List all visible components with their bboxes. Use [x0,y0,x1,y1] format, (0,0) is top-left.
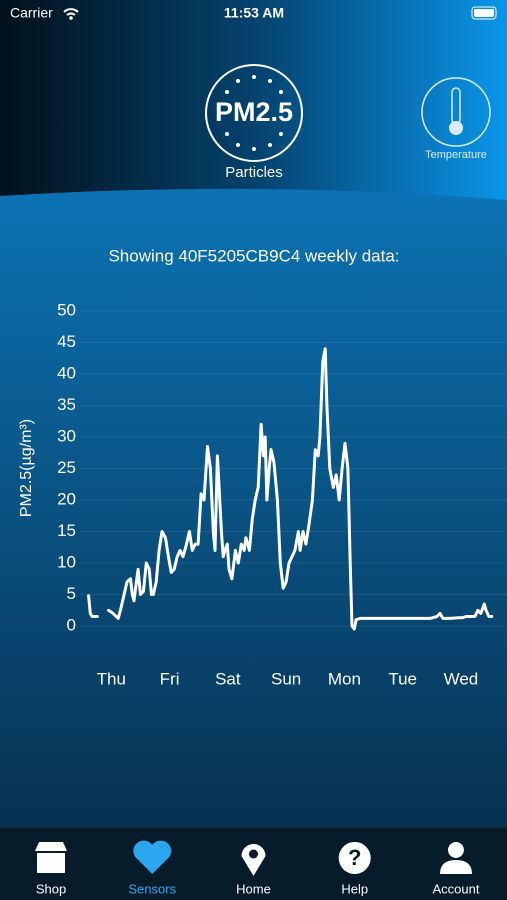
plot: 0 5 10 15 20 25 30 35 40 45 50 Thu Fri Sat Sun Mon Tue We… [57,300,507,688]
x-tick-label: Thu [97,669,126,688]
temperature-button[interactable]: Temperature [421,77,491,161]
wifi-icon [63,8,79,16]
header-band [0,0,507,200]
particles-caption: Particles [225,164,283,181]
x-tick-label: Sun [271,669,301,688]
particle-dots [225,75,283,151]
particles-ring [205,64,303,162]
particles-label: PM2.5 [215,97,293,127]
y-tick-label: 5 [67,584,76,603]
temperature-ring [421,77,491,147]
y-tick-label: 0 [67,615,76,634]
x-tick-label: Mon [328,669,361,688]
y-tick-label: 25 [57,458,76,477]
tab-label: Home [236,881,271,896]
tab[interactable]: Home [236,844,271,896]
pin-hole [249,849,258,859]
tab-icon [133,840,172,874]
carrier: Carrier [10,5,53,21]
thermometer-bulb [449,121,463,135]
tab-icon [440,842,472,874]
y-tick-label: 40 [57,363,76,382]
y-tick-label: 35 [57,395,76,414]
battery-level [474,9,494,17]
y-axis-label: PM2.5(µg/m³) [18,419,35,517]
y-tick-label: 15 [57,521,76,540]
y-tick-label: 20 [57,489,76,508]
tab-label: Help [341,881,368,896]
tab[interactable]: Shop [35,842,67,896]
y-tick-label: 50 [57,300,76,319]
help-glyph: ? [348,845,361,870]
x-tick-label: Sat [215,669,241,688]
tab-label: Shop [36,881,66,896]
tab-icon [35,842,67,873]
wifi-dot [69,16,73,20]
tab-icon [241,844,266,876]
x-tick-label: Fri [160,669,180,688]
y-tick-label: 45 [57,332,76,351]
tab[interactable]: Sensors [128,840,177,897]
battery [471,6,497,20]
particles-button[interactable]: PM2.5 Particles [205,64,303,181]
y-tick-label: 30 [57,426,76,445]
y-tick-label: 10 [57,552,76,571]
tab-icon [338,842,371,874]
temperature-caption: Temperature [425,149,487,161]
x-tick-label: Tue [388,669,417,688]
data-line [87,347,494,631]
tab[interactable]: ? Help [338,842,371,896]
tab[interactable]: Account [433,842,480,896]
tab-items: Shop Sensors Home? Help Account [35,840,480,897]
tab-label: Account [433,881,480,896]
clock: 11:53 AM [224,5,284,21]
x-tick-label: Wed [444,669,479,688]
chart-title: Showing 40F5205CB9C4 weekly data: [108,246,399,265]
tab-label: Sensors [128,881,176,896]
